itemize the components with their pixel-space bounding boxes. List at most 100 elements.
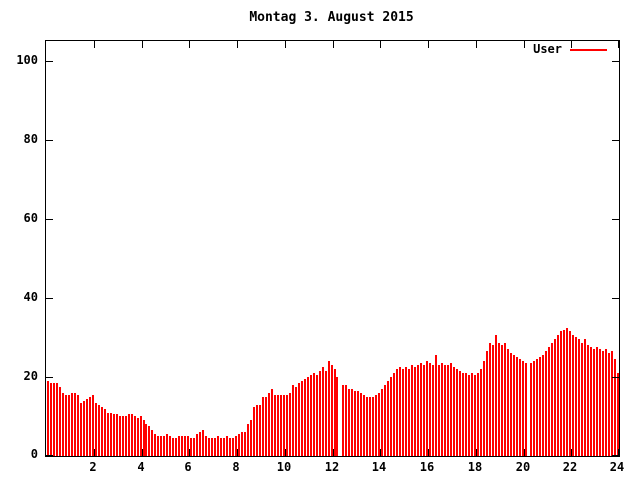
bar [354,391,356,456]
x-tick [237,449,238,456]
bar [489,343,491,456]
y-tick [612,140,619,141]
bar [536,359,538,456]
x-tick-label: 16 [419,460,435,474]
bar [83,401,85,456]
bar [366,397,368,456]
bar [178,436,180,456]
bar [372,397,374,456]
x-tick-label: 24 [609,460,625,474]
bar [402,369,404,456]
bar [125,416,127,456]
bar [602,351,604,456]
y-tick [612,377,619,378]
bar [77,395,79,456]
bar [375,395,377,456]
y-tick-label: 80 [23,132,38,146]
bar [145,424,147,456]
bar [157,436,159,456]
bar [551,343,553,456]
bar [271,389,273,456]
bar [393,373,395,456]
bar [432,365,434,456]
bar [477,373,479,456]
bar [593,349,595,456]
bar [68,395,70,456]
bar [605,349,607,456]
bar [507,349,509,456]
chart-title: Montag 3. August 2015 [249,10,414,25]
x-tick-label: 6 [184,460,192,474]
bar [334,369,336,456]
bar [244,432,246,456]
bar [319,371,321,456]
y-tick [46,219,53,220]
bar [122,416,124,456]
bar [342,385,344,456]
bar [59,387,61,456]
x-tick [285,449,286,456]
bar [572,335,574,456]
plot-area [45,40,620,457]
bar [566,328,568,456]
bar [471,373,473,456]
bar [283,395,285,456]
bar [280,395,282,456]
bar [107,413,109,456]
bar [513,355,515,456]
bar [590,347,592,456]
bar [199,432,201,456]
bar [62,393,64,456]
bar [486,351,488,456]
x-tick-label: 4 [137,460,145,474]
bar [563,330,565,456]
bar [154,434,156,456]
bar [190,438,192,456]
bar [307,377,309,456]
bar [539,357,541,456]
bar [166,434,168,456]
bar [516,357,518,456]
bar [80,403,82,456]
bar [545,351,547,456]
bar [351,389,353,456]
bar [262,397,264,456]
bar [578,339,580,456]
bar [408,369,410,456]
x-tick-label: 22 [562,460,578,474]
bar [328,361,330,456]
bar [548,347,550,456]
bar [447,365,449,456]
bar [504,343,506,456]
bar [202,430,204,456]
bar [104,409,106,456]
bar [56,383,58,456]
bar [235,436,237,456]
bar [71,393,73,456]
bar [608,353,610,456]
bar [587,345,589,456]
bar [259,405,261,456]
bar [450,363,452,456]
bar [522,361,524,456]
bar [86,399,88,456]
bar [456,369,458,456]
bar [256,405,258,456]
bar [533,361,535,456]
bar [483,361,485,456]
bar [253,407,255,456]
bar [363,395,365,456]
bar [137,418,139,456]
bar [143,420,145,456]
bar [336,377,338,456]
bar [405,367,407,456]
bar [575,337,577,456]
bar [175,438,177,456]
bar [569,331,571,456]
bar [131,414,133,456]
bar [241,432,243,456]
bar [453,367,455,456]
bar [277,395,279,456]
bar [444,365,446,456]
bar [110,413,112,456]
